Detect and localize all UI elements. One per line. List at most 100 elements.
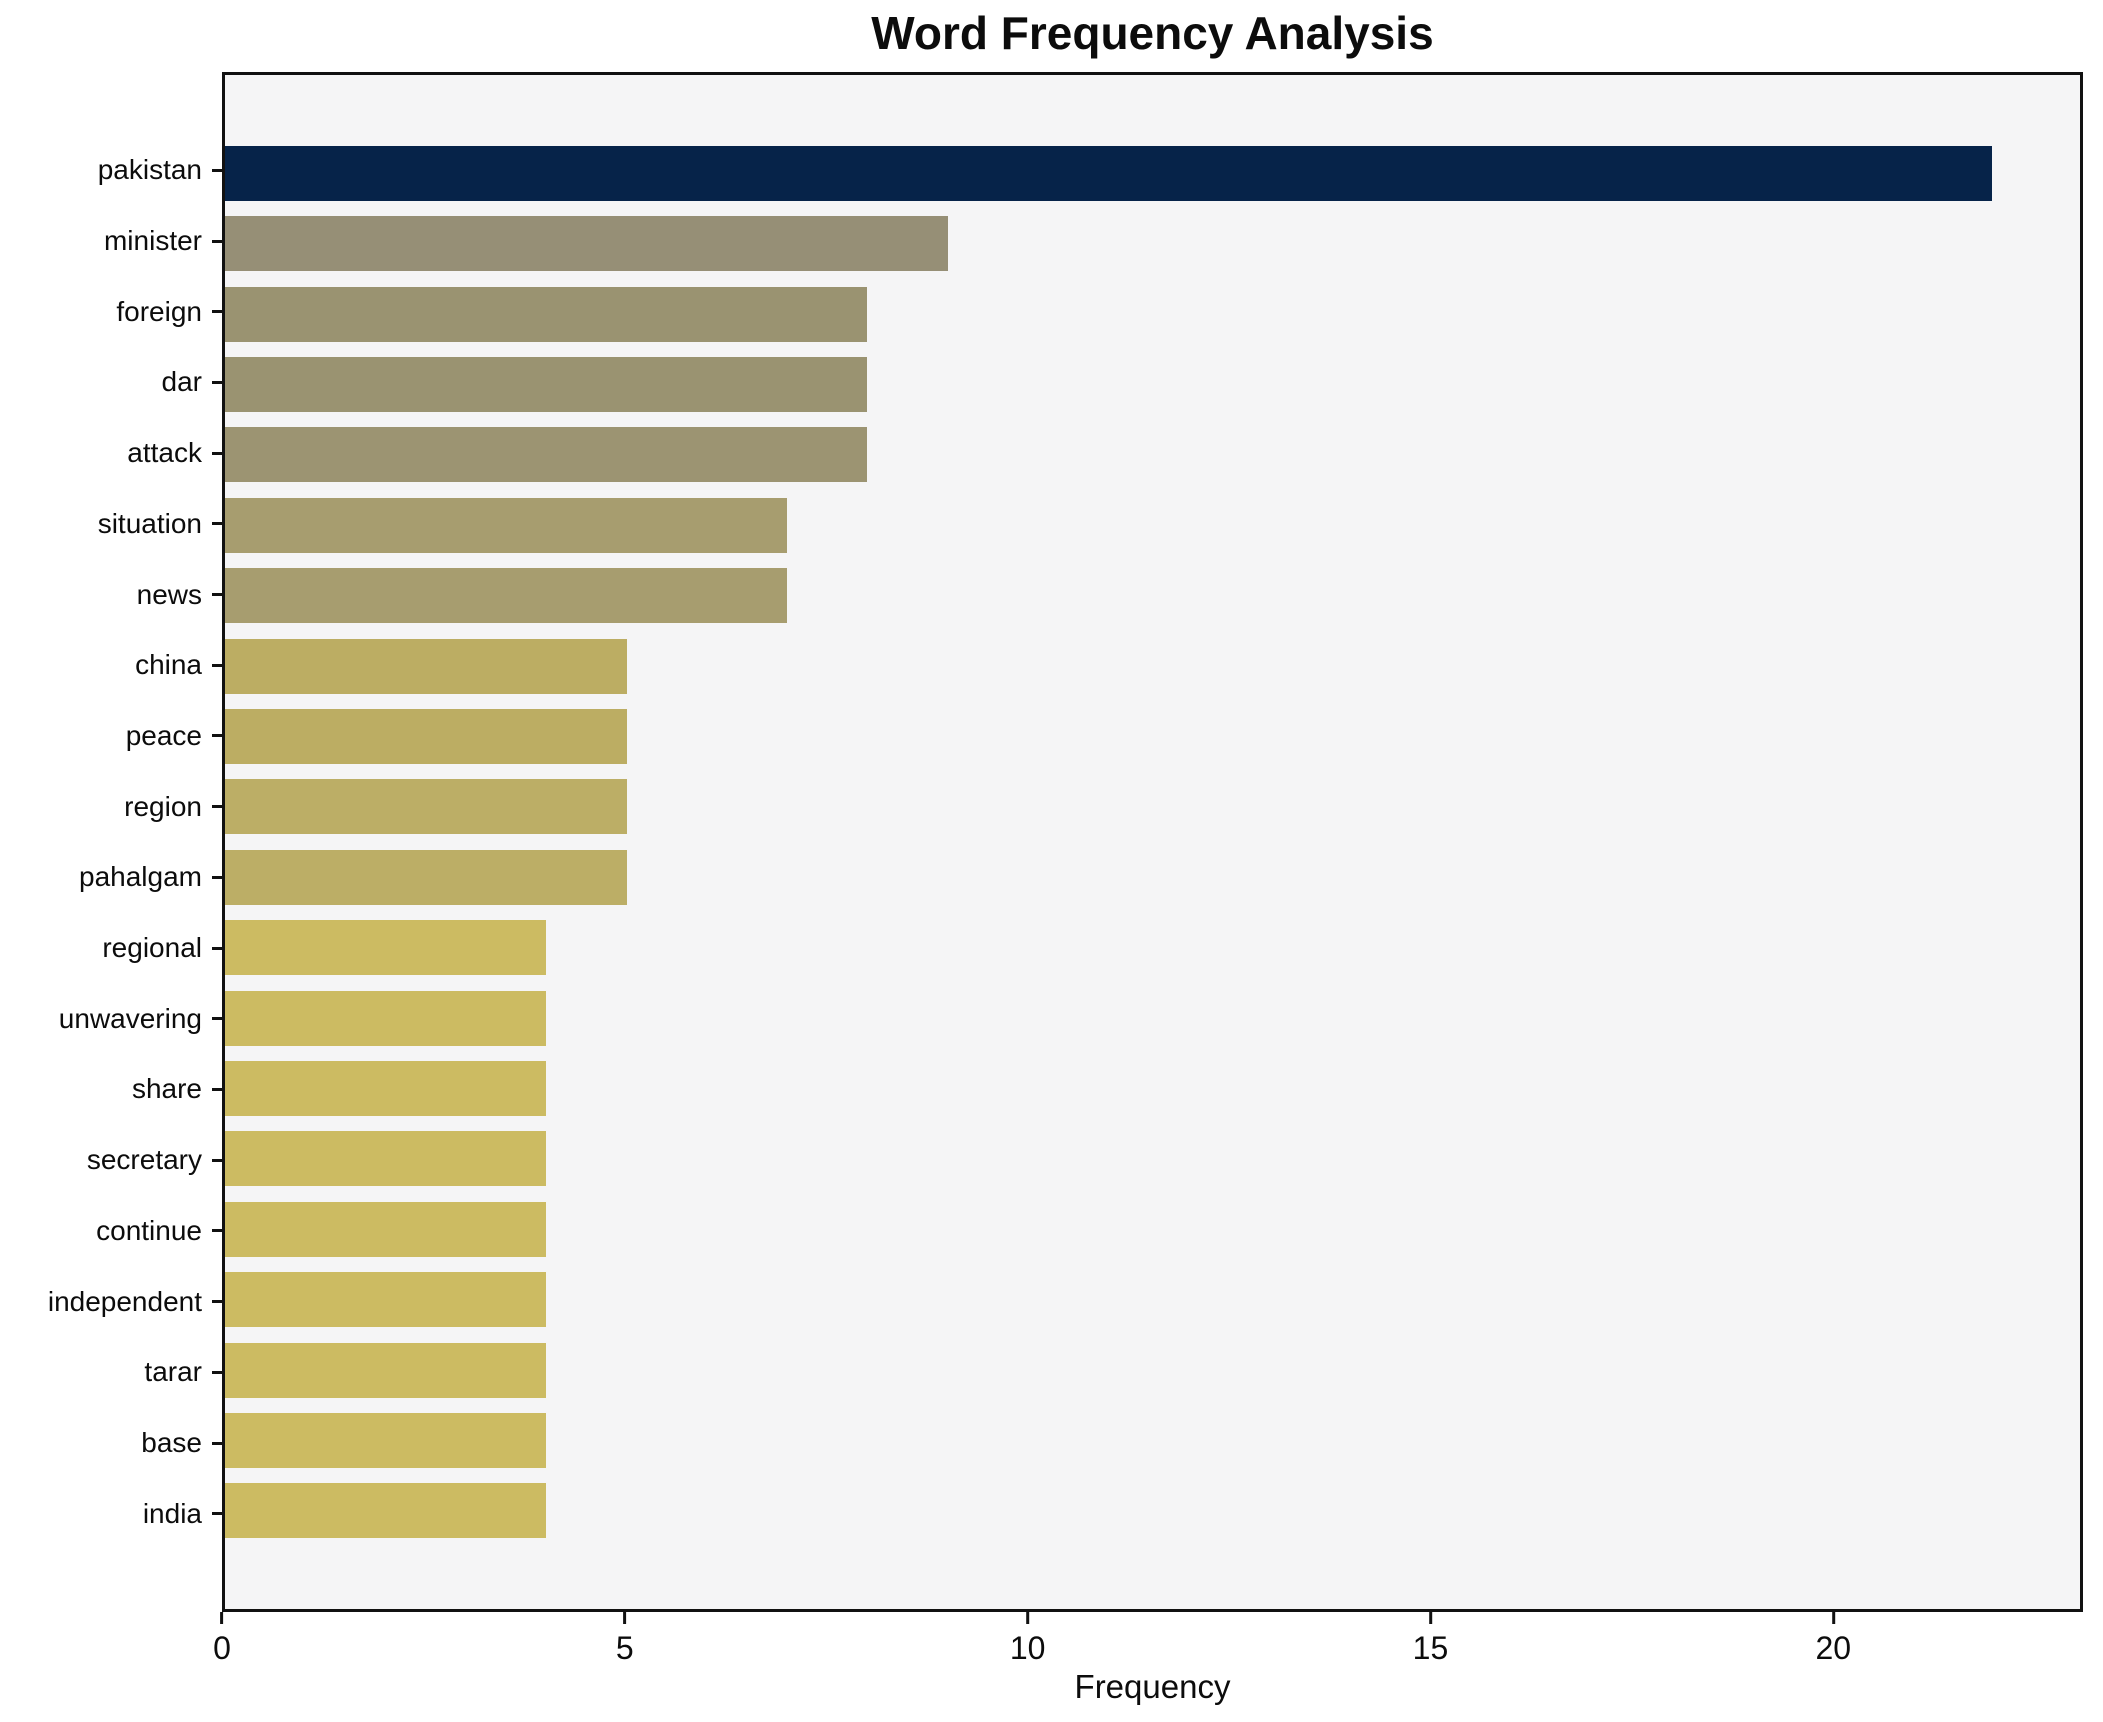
y-axis-label: independent bbox=[47, 1285, 202, 1317]
bar-region bbox=[225, 779, 627, 835]
bar-row bbox=[225, 842, 2080, 912]
bar-row bbox=[225, 1124, 2080, 1194]
x-tick: 0 bbox=[213, 1612, 231, 1667]
bar-row bbox=[225, 1476, 2080, 1546]
bar-china bbox=[225, 638, 627, 694]
y-label-row: india bbox=[0, 1478, 222, 1549]
y-label-row: pakistan bbox=[0, 135, 222, 206]
x-tick-mark bbox=[1428, 1612, 1432, 1624]
bar-share bbox=[225, 1060, 547, 1116]
x-axis: 0 5 10 15 20 bbox=[213, 1612, 2083, 1682]
bar-dar bbox=[225, 356, 868, 412]
bar-row bbox=[225, 912, 2080, 982]
y-axis-label: unwavering bbox=[58, 1002, 202, 1034]
bar-row bbox=[225, 1194, 2080, 1264]
y-tick-mark bbox=[212, 310, 222, 314]
bar-tarar bbox=[225, 1342, 547, 1398]
y-label-row: regional bbox=[0, 913, 222, 984]
bar-row bbox=[225, 983, 2080, 1053]
y-label-row: tarar bbox=[0, 1337, 222, 1408]
y-axis-label: peace bbox=[125, 719, 202, 751]
bar-foreign bbox=[225, 286, 868, 342]
y-tick-mark bbox=[212, 1087, 222, 1091]
y-axis-label: pahalgam bbox=[79, 861, 202, 893]
y-label-row: news bbox=[0, 559, 222, 630]
bar-row bbox=[225, 490, 2080, 560]
y-label-row: independent bbox=[0, 1266, 222, 1337]
y-tick-mark bbox=[212, 734, 222, 738]
y-tick-mark bbox=[212, 1017, 222, 1021]
bar-unwavering bbox=[225, 990, 547, 1046]
y-axis-label: pakistan bbox=[97, 154, 202, 186]
y-axis-label: india bbox=[142, 1497, 202, 1529]
y-label-row: foreign bbox=[0, 276, 222, 347]
y-tick-mark bbox=[212, 805, 222, 809]
bar-independent bbox=[225, 1272, 547, 1328]
y-label-row: china bbox=[0, 630, 222, 701]
bar-row bbox=[225, 1335, 2080, 1405]
y-axis-label: minister bbox=[103, 225, 202, 257]
bar-row bbox=[225, 1405, 2080, 1475]
y-label-row: dar bbox=[0, 347, 222, 418]
x-tick-label: 0 bbox=[213, 1630, 231, 1666]
bar-row bbox=[225, 138, 2080, 208]
y-tick-mark bbox=[212, 1441, 222, 1445]
x-tick: 15 bbox=[1412, 1612, 1449, 1667]
y-axis-label: china bbox=[135, 649, 202, 681]
y-axis-label: region bbox=[124, 790, 202, 822]
plot-rows bbox=[225, 75, 2080, 1609]
y-axis: pakistan minister foreign dar attack situatio… bbox=[0, 72, 222, 1612]
x-tick-label: 5 bbox=[615, 1630, 634, 1666]
bar-row bbox=[225, 279, 2080, 349]
x-tick-mark bbox=[1831, 1612, 1835, 1624]
y-label-row: unwavering bbox=[0, 983, 222, 1054]
x-tick-label: 20 bbox=[1815, 1630, 1852, 1666]
y-axis-label: continue bbox=[96, 1214, 202, 1246]
x-tick-label: 15 bbox=[1412, 1630, 1449, 1666]
y-axis-label: share bbox=[131, 1073, 202, 1105]
y-label-row: region bbox=[0, 771, 222, 842]
y-label-row: base bbox=[0, 1408, 222, 1479]
bar-secretary bbox=[225, 1131, 547, 1187]
y-axis-label: tarar bbox=[144, 1356, 202, 1388]
y-tick-mark bbox=[212, 1229, 222, 1233]
y-axis-label: situation bbox=[97, 507, 202, 539]
y-axis-label: base bbox=[141, 1427, 202, 1458]
y-tick-mark bbox=[212, 1370, 222, 1374]
chart-title: Word Frequency Analysis bbox=[871, 7, 1434, 59]
y-tick-mark bbox=[212, 522, 222, 526]
x-tick-mark bbox=[623, 1612, 627, 1624]
y-axis-label: news bbox=[136, 578, 202, 610]
x-tick-mark bbox=[220, 1612, 224, 1624]
bar-regional bbox=[225, 920, 547, 976]
bar-attack bbox=[225, 427, 868, 483]
x-tick: 5 bbox=[616, 1612, 634, 1667]
y-tick-mark bbox=[212, 593, 222, 597]
y-label-row: peace bbox=[0, 701, 222, 772]
bar-row bbox=[225, 1053, 2080, 1123]
y-axis-label: attack bbox=[127, 437, 202, 469]
y-label-row: minister bbox=[0, 206, 222, 277]
bar-row bbox=[225, 1265, 2080, 1335]
bar-peace bbox=[225, 708, 627, 764]
y-label-row: pahalgam bbox=[0, 842, 222, 913]
y-label-row: attack bbox=[0, 418, 222, 489]
y-label-row: continue bbox=[0, 1196, 222, 1267]
y-tick-mark bbox=[212, 451, 222, 455]
y-tick-mark bbox=[212, 875, 222, 879]
y-tick-mark bbox=[212, 946, 222, 950]
bar-news bbox=[225, 568, 788, 624]
y-axis-label: regional bbox=[102, 932, 202, 964]
x-tick-mark bbox=[1026, 1612, 1030, 1624]
x-tick-label: 10 bbox=[1009, 1630, 1046, 1666]
y-axis-label: dar bbox=[161, 366, 202, 398]
bar-row bbox=[225, 560, 2080, 630]
x-tick: 20 bbox=[1815, 1612, 1851, 1667]
bar-base bbox=[225, 1413, 547, 1469]
bar-row bbox=[225, 631, 2080, 701]
bar-minister bbox=[225, 216, 948, 272]
y-tick-mark bbox=[212, 1300, 222, 1304]
bar-row bbox=[225, 701, 2080, 771]
y-tick-mark bbox=[212, 663, 222, 667]
